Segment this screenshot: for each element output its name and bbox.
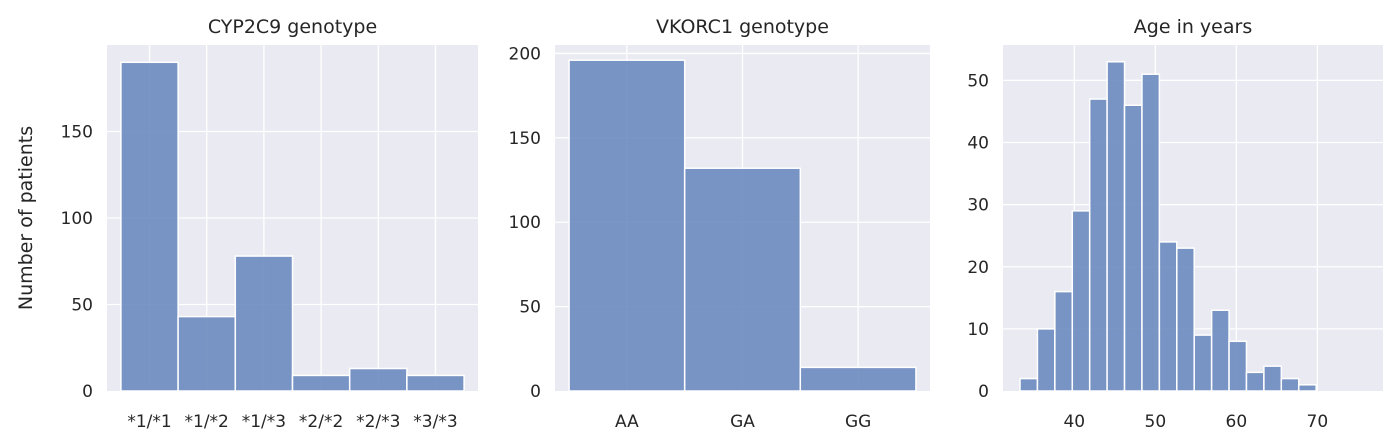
- x-tick-label: *2/*3: [356, 412, 400, 432]
- histogram-bar: [1245, 371, 1265, 392]
- x-tick-label: 50: [1145, 412, 1167, 432]
- y-tick-label: 200: [509, 44, 541, 64]
- panel-vkorc1: AA GA GG 0 50 100 150 200 VKORC1 genotype: [509, 16, 930, 432]
- panel-cyp2c9: *1/*1 *1/*2 *1/*3 *2/*2 *2/*3 *3/*3 0 50 100 150…: [15, 16, 478, 432]
- panel-age: 40 50 60 70 0 10 20 30 40 50 Age in years: [967, 16, 1383, 432]
- x-tick-label: GG: [845, 412, 871, 432]
- chart-title: VKORC1 genotype: [656, 16, 829, 38]
- histogram-bar: [1019, 377, 1039, 392]
- x-tick-label: AA: [615, 412, 639, 432]
- y-tick-label: 100: [509, 213, 541, 233]
- y-tick-label: 20: [967, 258, 989, 278]
- x-tick-labels: 40 50 60 70: [1063, 412, 1328, 432]
- chart-title: Age in years: [1134, 16, 1252, 38]
- x-tick-label: *1/*2: [185, 412, 229, 432]
- histogram-bar: [1297, 384, 1317, 392]
- histogram-bar: [1210, 309, 1230, 392]
- y-tick-label: 0: [978, 382, 989, 402]
- histogram-bar: [1071, 210, 1091, 392]
- y-tick-label: 50: [967, 71, 989, 91]
- histogram-bar: [1158, 241, 1178, 392]
- x-tick-labels: AA GA GG: [615, 412, 871, 432]
- y-tick-label: 50: [519, 298, 541, 318]
- y-tick-label: 150: [61, 123, 93, 143]
- histogram-bar: [1280, 377, 1300, 392]
- x-tick-label: 70: [1307, 412, 1329, 432]
- y-tick-labels: 0 10 20 30 40 50: [967, 71, 989, 402]
- histogram-bar: [1123, 104, 1143, 392]
- bar: [120, 61, 179, 392]
- y-tick-labels: 0 50 100 150 200: [509, 44, 541, 402]
- bar: [683, 167, 802, 392]
- bar: [291, 374, 351, 392]
- bars: [1019, 61, 1317, 392]
- histogram-bar: [1141, 73, 1161, 392]
- x-tick-label: GA: [730, 412, 755, 432]
- histogram-bar: [1193, 334, 1213, 392]
- y-tick-label: 30: [967, 196, 989, 216]
- y-tick-label: 150: [509, 129, 541, 149]
- bars: [120, 61, 465, 392]
- bar: [406, 374, 465, 392]
- x-tick-label: *3/*3: [413, 412, 457, 432]
- x-tick-label: *1/*1: [127, 412, 171, 432]
- y-axis-label: Number of patients: [15, 126, 37, 310]
- bar: [234, 255, 294, 392]
- y-tick-labels: 0 50 100 150: [61, 123, 93, 403]
- bar: [177, 315, 237, 392]
- x-tick-label: *2/*2: [299, 412, 343, 432]
- histogram-bar: [1176, 247, 1195, 392]
- x-tick-label: 60: [1226, 412, 1248, 432]
- histogram-bar: [1263, 365, 1283, 392]
- y-tick-label: 50: [71, 296, 93, 316]
- bar: [568, 59, 686, 392]
- x-tick-label: 40: [1063, 412, 1085, 432]
- histogram-bar: [1228, 340, 1248, 392]
- bar: [799, 366, 917, 392]
- x-tick-labels: *1/*1 *1/*2 *1/*3 *2/*2 *2/*3 *3/*3: [127, 412, 457, 432]
- histogram-bar: [1088, 98, 1108, 392]
- y-tick-label: 10: [967, 320, 989, 340]
- y-tick-label: 0: [82, 382, 93, 402]
- y-tick-label: 100: [61, 209, 93, 229]
- chart-title: CYP2C9 genotype: [208, 16, 377, 38]
- y-tick-label: 40: [967, 134, 989, 154]
- y-tick-label: 0: [530, 382, 541, 402]
- histogram-bar: [1036, 328, 1056, 392]
- bars: [568, 59, 917, 392]
- x-tick-label: *1/*3: [242, 412, 286, 432]
- histogram-bar: [1106, 61, 1126, 392]
- bar: [348, 367, 408, 392]
- histogram-bar: [1054, 290, 1074, 392]
